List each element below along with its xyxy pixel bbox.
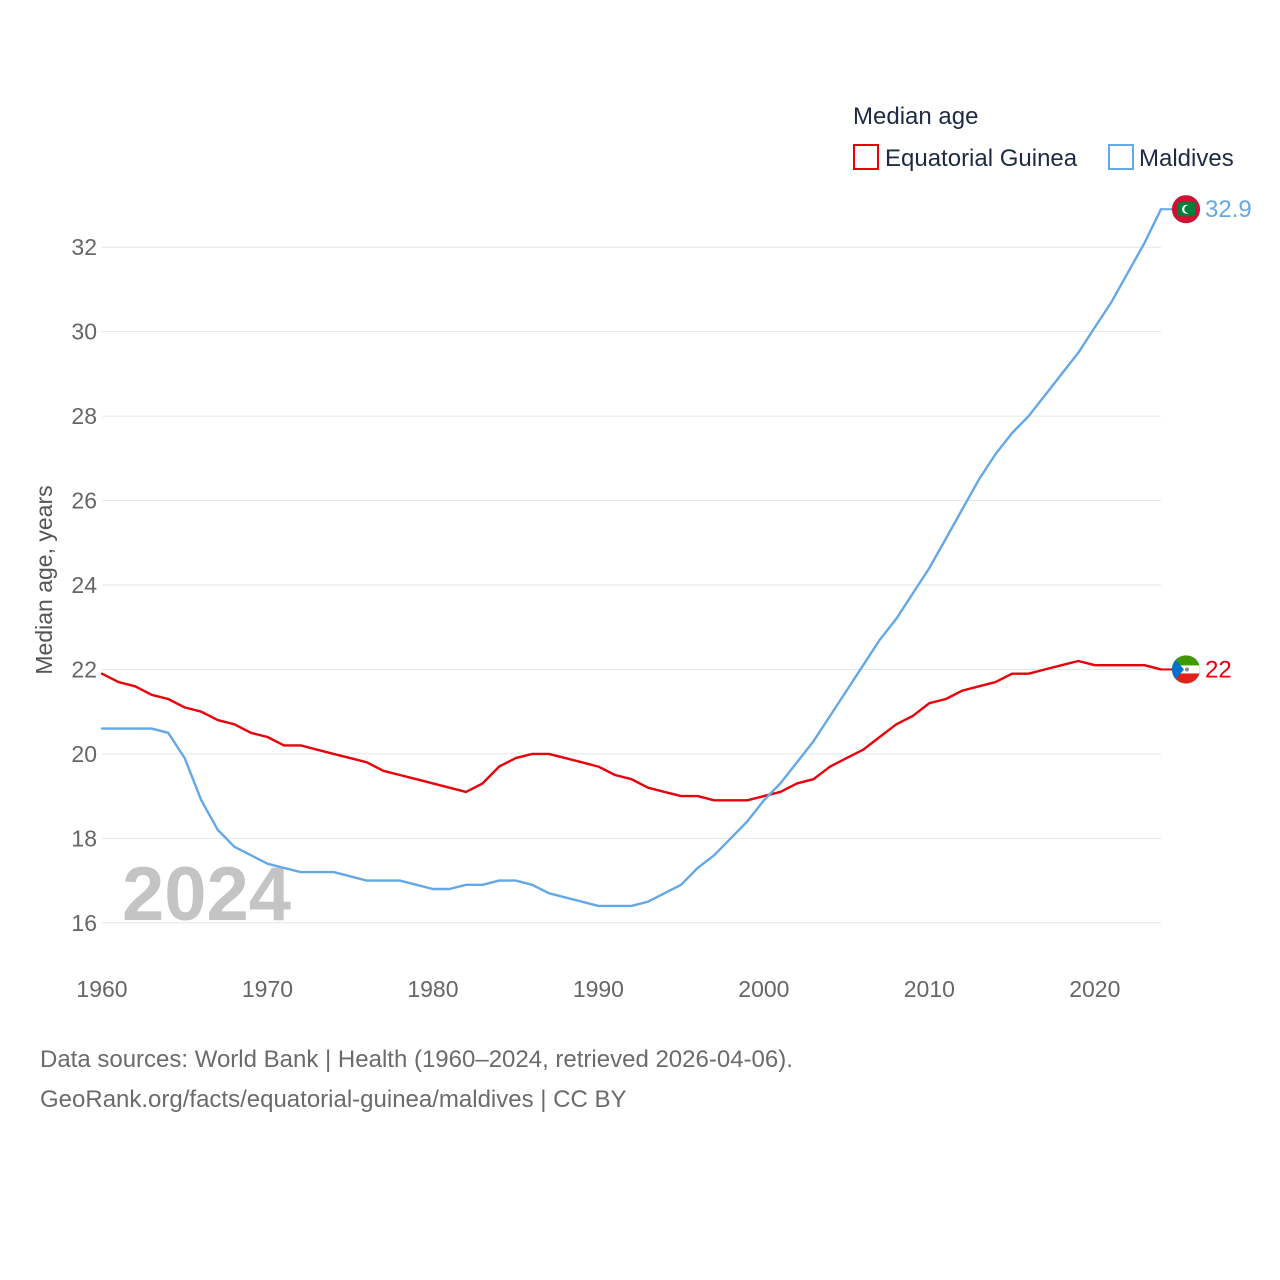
y-tick-label: 18	[71, 825, 97, 851]
y-tick-label: 20	[71, 741, 97, 767]
end-label-maldives: 32.9	[1205, 196, 1252, 223]
x-tick-label: 1980	[407, 976, 458, 1002]
y-tick-label: 28	[71, 403, 97, 429]
legend-item-maldives[interactable]: Maldives	[1108, 144, 1234, 172]
y-tick-label: 22	[71, 656, 97, 682]
source-line-2: GeoRank.org/facts/equatorial-guinea/mald…	[40, 1086, 627, 1113]
legend: Median age Equatorial Guinea Maldives	[853, 103, 1234, 172]
x-tick-label: 2000	[738, 976, 789, 1002]
end-markers: 22 32.9	[1161, 194, 1252, 684]
x-tick-label: 1970	[242, 976, 293, 1002]
y-axis-ticks: 16 18 20 22 24 26 28 30 32	[71, 234, 97, 936]
series-line-equatorial-guinea	[100, 659, 1163, 802]
end-label-equatorial-guinea: 22	[1205, 656, 1232, 683]
equatorial-guinea-flag-icon	[1171, 654, 1201, 684]
maldives-flag-icon	[1171, 194, 1201, 224]
x-tick-label: 1960	[76, 976, 127, 1002]
y-axis-title: Median age, years	[31, 485, 57, 674]
source-line-1: Data sources: World Bank | Health (1960–…	[40, 1046, 793, 1073]
y-tick-label: 16	[71, 910, 97, 936]
legend-title: Median age	[853, 103, 978, 130]
x-tick-label: 2020	[1069, 976, 1120, 1002]
legend-label-equatorial-guinea: Equatorial Guinea	[885, 145, 1078, 172]
y-tick-label: 24	[71, 572, 97, 598]
grid-lines	[102, 246, 1161, 924]
x-tick-label: 1990	[573, 976, 624, 1002]
year-watermark: 2024	[122, 852, 291, 937]
legend-swatch-equatorial-guinea	[853, 144, 879, 170]
y-tick-label: 26	[71, 488, 97, 514]
x-axis-ticks: 1960 1970 1980 1990 2000 2010 2020	[76, 976, 1120, 1002]
series-line-maldives	[100, 207, 1163, 908]
legend-swatch-maldives	[1108, 144, 1134, 170]
x-tick-label: 2010	[904, 976, 955, 1002]
legend-label-maldives: Maldives	[1139, 145, 1234, 172]
series-lines	[100, 207, 1163, 908]
legend-item-equatorial-guinea[interactable]: Equatorial Guinea	[853, 144, 1078, 172]
y-tick-label: 32	[71, 234, 97, 260]
y-tick-label: 30	[71, 319, 97, 345]
